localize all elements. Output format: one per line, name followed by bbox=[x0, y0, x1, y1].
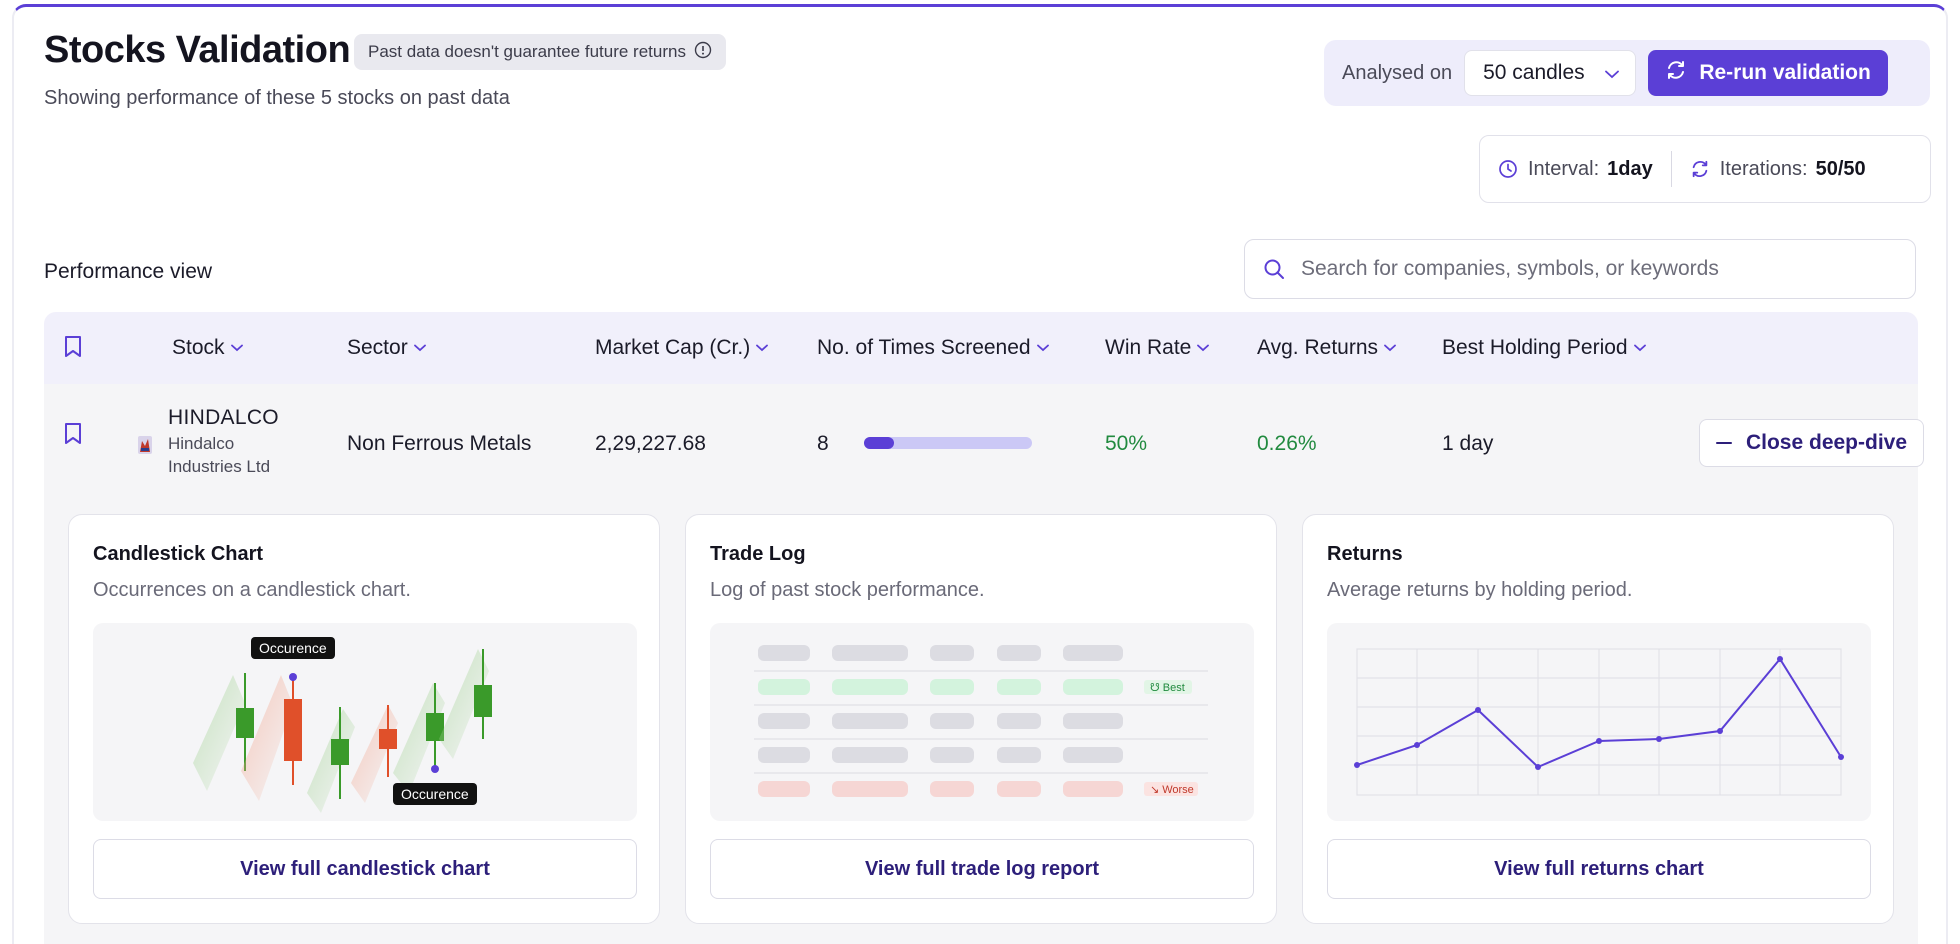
candlestick-preview: Occurence Occurence bbox=[93, 623, 637, 821]
close-deep-dive-button[interactable]: Close deep-dive bbox=[1699, 419, 1924, 467]
analysis-controls: Analysed on 50 candles Re-run validation bbox=[1324, 40, 1930, 106]
view-returns-button[interactable]: View full returns chart bbox=[1327, 839, 1871, 899]
chevron-down-icon bbox=[413, 344, 426, 352]
interval-label: Interval: bbox=[1528, 157, 1600, 180]
chevron-down-icon bbox=[230, 344, 243, 352]
best-holding-cell: 1 day bbox=[1442, 432, 1494, 455]
worse-tag: ↘ Worse bbox=[1150, 783, 1194, 797]
company-logo-icon bbox=[138, 436, 152, 459]
avg-returns-cell: 0.26% bbox=[1257, 432, 1317, 455]
page-title: Stocks Validation bbox=[44, 29, 351, 71]
view-trade-log-button[interactable]: View full trade log report bbox=[710, 839, 1254, 899]
stock-cell[interactable]: HINDALCO Hindalco Industries Ltd bbox=[168, 406, 279, 478]
occurrence-tag-top: Occurence bbox=[251, 637, 335, 659]
chevron-down-icon bbox=[1605, 61, 1619, 85]
chevron-down-icon bbox=[1633, 344, 1646, 352]
card-title: Trade Log bbox=[710, 543, 806, 565]
row-best bbox=[758, 679, 1192, 695]
sector-cell: Non Ferrous Metals bbox=[347, 432, 532, 455]
bookmark-all-icon[interactable] bbox=[64, 335, 82, 364]
times-screened-bar-fill bbox=[864, 437, 895, 449]
company-name-line2: Industries Ltd bbox=[168, 457, 271, 476]
returns-preview bbox=[1327, 623, 1871, 821]
iterations-label: Iterations: bbox=[1719, 157, 1808, 180]
column-label: Avg. Returns bbox=[1257, 336, 1379, 359]
chevron-down-icon bbox=[1036, 344, 1049, 352]
trade-log-preview: ☋ Best ↘ Worse bbox=[710, 623, 1254, 821]
card-description: Occurrences on a candlestick chart. bbox=[93, 579, 411, 601]
chevron-down-icon bbox=[1197, 344, 1210, 352]
best-tag: ☋ Best bbox=[1150, 681, 1185, 695]
stocks-validation-page: Stocks Validation Past data doesn't guar… bbox=[12, 4, 1948, 944]
worse-tag-label: Worse bbox=[1162, 783, 1194, 796]
bookmark-icon[interactable] bbox=[64, 422, 82, 451]
page-subtitle: Showing performance of these 5 stocks on… bbox=[44, 87, 510, 109]
chevron-down-icon bbox=[1384, 344, 1396, 352]
run-meta: Interval: 1day Iterations: 50/50 bbox=[1479, 135, 1931, 203]
column-best-holding[interactable]: Best Holding Period bbox=[1442, 312, 1646, 384]
times-screened-cell: 8 bbox=[817, 432, 829, 455]
company-name-line1: Hindalco bbox=[168, 434, 235, 453]
search-box bbox=[1244, 239, 1916, 299]
column-times-screened[interactable]: No. of Times Screened bbox=[817, 312, 1049, 384]
search-icon bbox=[1263, 258, 1285, 280]
disclaimer-text: Past data doesn't guarantee future retur… bbox=[368, 42, 686, 61]
row-4 bbox=[758, 747, 1123, 763]
column-label: Market Cap (Cr.) bbox=[595, 336, 751, 359]
view-candlestick-button[interactable]: View full candlestick chart bbox=[93, 839, 637, 899]
market-cap-cell: 2,29,227.68 bbox=[595, 432, 706, 455]
rerun-validation-button[interactable]: Re-run validation bbox=[1648, 50, 1889, 96]
card-description: Average returns by holding period. bbox=[1327, 579, 1633, 601]
table-header: Stock Sector Market Cap (Cr.) No. of Tim… bbox=[44, 312, 1918, 384]
column-label: Best Holding Period bbox=[1442, 336, 1628, 359]
row-header bbox=[758, 645, 1123, 661]
refresh-icon bbox=[1665, 59, 1687, 87]
column-sector[interactable]: Sector bbox=[347, 312, 426, 384]
performance-view-label: Performance view bbox=[44, 260, 213, 283]
info-icon[interactable] bbox=[694, 41, 712, 64]
column-label: Stock bbox=[172, 336, 225, 359]
clock-icon bbox=[1498, 159, 1518, 179]
close-deep-dive-label: Close deep-dive bbox=[1745, 431, 1908, 454]
column-label: No. of Times Screened bbox=[817, 336, 1031, 359]
returns-card: Returns Average returns by holding perio… bbox=[1302, 514, 1894, 924]
search-input[interactable] bbox=[1301, 257, 1897, 281]
column-stock[interactable]: Stock bbox=[172, 312, 243, 384]
analysed-on-label: Analysed on bbox=[1342, 61, 1453, 84]
iterations-icon bbox=[1690, 159, 1710, 179]
win-rate-cell: 50% bbox=[1105, 432, 1148, 455]
disclaimer-badge: Past data doesn't guarantee future retur… bbox=[354, 34, 726, 70]
stock-symbol: HINDALCO bbox=[168, 406, 279, 429]
candles-select[interactable]: 50 candles bbox=[1464, 50, 1637, 96]
meta-divider bbox=[1670, 151, 1672, 187]
column-label: Sector bbox=[347, 336, 408, 359]
interval-value: 1day bbox=[1607, 157, 1653, 180]
trend-down-icon: ↘ bbox=[1150, 784, 1160, 796]
row-3 bbox=[758, 713, 1123, 729]
column-label: Win Rate bbox=[1105, 336, 1192, 359]
card-description: Log of past stock performance. bbox=[710, 579, 985, 601]
occurrence-tag-bottom: Occurence bbox=[393, 783, 477, 805]
trade-log-card: Trade Log Log of past stock performance. bbox=[685, 514, 1277, 924]
row-worse bbox=[758, 781, 1198, 797]
times-screened-bar bbox=[864, 437, 1032, 449]
column-win-rate[interactable]: Win Rate bbox=[1105, 312, 1210, 384]
table-row: HINDALCO Hindalco Industries Ltd Non Fer… bbox=[44, 384, 1924, 944]
card-title: Candlestick Chart bbox=[93, 543, 264, 565]
best-tag-label: Best bbox=[1162, 681, 1185, 694]
minus-icon bbox=[1715, 441, 1732, 445]
candles-value: 50 candles bbox=[1483, 61, 1585, 84]
rerun-label: Re-run validation bbox=[1699, 61, 1871, 84]
column-market-cap[interactable]: Market Cap (Cr.) bbox=[595, 312, 769, 384]
card-title: Returns bbox=[1327, 543, 1403, 565]
candlestick-card: Candlestick Chart Occurrences on a candl… bbox=[68, 514, 660, 924]
column-avg-returns[interactable]: Avg. Returns bbox=[1257, 312, 1396, 384]
trophy-icon: ☋ bbox=[1150, 682, 1160, 694]
chevron-down-icon bbox=[756, 344, 769, 352]
iterations-value: 50/50 bbox=[1815, 157, 1866, 180]
